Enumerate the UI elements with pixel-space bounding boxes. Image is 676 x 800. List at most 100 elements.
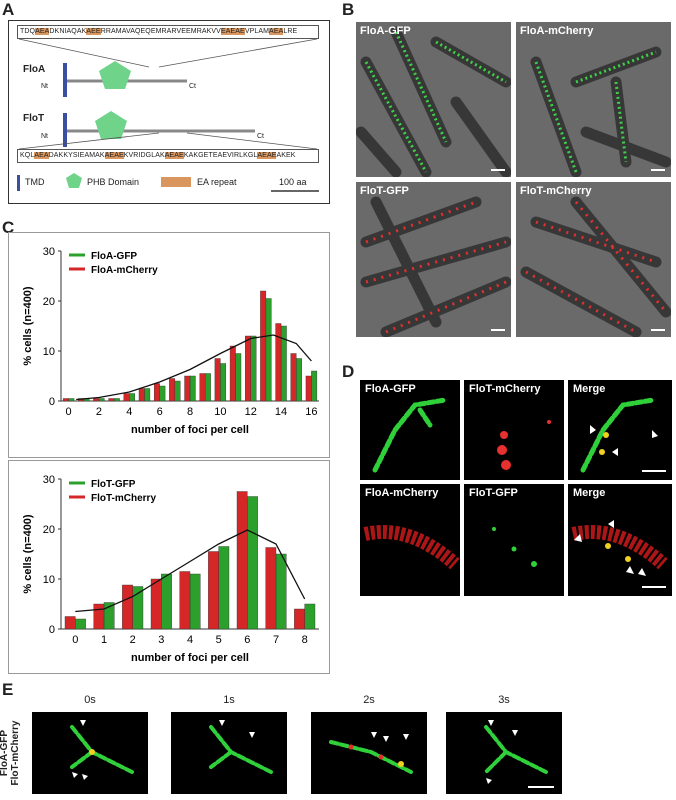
trend-line xyxy=(75,529,306,613)
legend-tmd-label: TMD xyxy=(25,177,45,187)
x-tick-label: 14 xyxy=(275,406,287,418)
floa-label: FloA xyxy=(23,64,46,75)
bar-FloA-GFP-0 xyxy=(68,398,75,402)
e-frame-2s xyxy=(311,712,427,794)
d-flot-gfp: FloT-GFP xyxy=(464,484,564,596)
bar-FloA-mCherry-2 xyxy=(93,398,100,402)
seq-bottom-box: KQLAEADAKKYSIEAMAKAEAEKVRIDGLAKAEAEKAKGE… xyxy=(17,149,319,163)
micrograph-floa-mcherry: FloA-mCherry xyxy=(516,22,671,177)
label-floa-gfp: FloA-GFP xyxy=(360,25,411,37)
x-tick-label: 2 xyxy=(130,634,136,646)
x-tick-label: 10 xyxy=(214,406,226,418)
bar-FloA-GFP-11 xyxy=(235,353,242,402)
d-label-floa-mcherry: FloA-mCherry xyxy=(365,487,439,499)
bar-FloT-mCherry-0 xyxy=(64,616,76,630)
d-floa-mcherry: FloA-mCherry xyxy=(360,484,460,596)
x-tick-label: 0 xyxy=(66,406,72,418)
d-floa-gfp: FloA-GFP xyxy=(360,380,460,480)
flot-phb-pentagon xyxy=(95,111,127,139)
bar-FloA-mCherry-15 xyxy=(290,353,297,402)
seq-top: TDQAEADKNIAQAKAEERRAMAVAQEQEMRARVEEMRAKV… xyxy=(20,28,298,35)
bar-FloA-mCherry-4 xyxy=(123,393,130,402)
bar-FloA-mCherry-0 xyxy=(62,398,69,402)
floa-tmd-bar xyxy=(63,63,67,97)
bar-FloT-mCherry-5 xyxy=(208,551,219,630)
scale-bar-b1 xyxy=(491,169,505,171)
e-time-0: 0s xyxy=(84,694,96,706)
bar-FloT-GFP-5 xyxy=(218,546,230,630)
x-tick-label: 2 xyxy=(96,406,102,418)
bar-FloA-mCherry-3 xyxy=(108,398,115,402)
bar-FloA-mCherry-8 xyxy=(184,375,191,402)
x-axis-label: number of foci per cell xyxy=(131,424,249,436)
x-tick-label: 4 xyxy=(187,634,193,646)
seq-top-box: TDQAEADKNIAQAKAEERRAMAVAQEQEMRARVEEMRAKV… xyxy=(17,25,319,39)
bar-FloA-mCherry-16 xyxy=(305,375,312,402)
bar-FloT-mCherry-4 xyxy=(179,571,191,630)
d-label-flot-mcherry: FloT-mCherry xyxy=(469,383,541,395)
bar-FloT-mCherry-1 xyxy=(93,603,105,630)
floa-phb-pentagon xyxy=(99,61,131,89)
x-tick-label: 12 xyxy=(245,406,257,418)
scale-bar-b2 xyxy=(651,169,665,171)
chart-floa-foci: 0 10 20 30 0 2 4 6 8 10 12 14 16 number of foci per c… xyxy=(22,246,319,436)
micrograph-floa-gfp: FloA-GFP xyxy=(356,22,511,177)
panel-a-box: TDQAEADKNIAQAKAEERRAMAVAQEQEMRARVEEMRAKV… xyxy=(8,20,330,204)
seq-bottom: KQLAEADAKKYSIEAMAKAEAEKVRIDGLAKAEAEKAKGE… xyxy=(20,152,296,159)
panel-label-e: E xyxy=(2,680,14,699)
e-side-label: FloA-GFP FloT-mCherry xyxy=(0,712,21,792)
bar-FloA-GFP-14 xyxy=(280,325,287,402)
bar-FloT-mCherry-8 xyxy=(294,608,305,630)
trend-line xyxy=(76,334,312,401)
y-axis-label: % cells (n=400) xyxy=(22,286,34,366)
x-tick-label: 1 xyxy=(101,634,107,646)
x-tick-label: 3 xyxy=(158,634,164,646)
bar-FloT-GFP-6 xyxy=(247,496,258,630)
x-tick-label: 0 xyxy=(72,634,78,646)
legend-ea-swatch xyxy=(161,177,191,187)
label-flot-mcherry: FloT-mCherry xyxy=(520,185,592,197)
panel-label-d: D xyxy=(342,362,355,381)
chart-box-1: 0 10 20 30 0 2 4 6 8 10 12 14 16 number of foci per c… xyxy=(8,232,330,458)
x-axis-label: number of foci per cell xyxy=(131,652,249,664)
bar-FloT-mCherry-7 xyxy=(265,547,277,630)
x-tick-label: 8 xyxy=(302,634,308,646)
y-tick-label: 30 xyxy=(43,246,55,258)
bar-FloT-GFP-7 xyxy=(275,553,287,630)
legend-ea-label: EA repeat xyxy=(197,177,237,187)
bar-FloT-mCherry-6 xyxy=(236,491,248,630)
bar-FloA-GFP-13 xyxy=(265,298,272,402)
bar-FloA-mCherry-11 xyxy=(229,345,236,402)
d-label-floa-gfp: FloA-GFP xyxy=(365,383,416,395)
d-scale-bar-1 xyxy=(642,470,666,472)
floa-ct: Ct xyxy=(189,83,196,90)
bar-FloT-GFP-8 xyxy=(304,603,316,630)
bar-FloA-GFP-5 xyxy=(144,388,151,402)
y-tick-label: 20 xyxy=(43,524,55,536)
x-tick-label: 5 xyxy=(216,634,222,646)
y-tick-label: 30 xyxy=(43,474,55,486)
d-label-flot-gfp: FloT-GFP xyxy=(469,487,518,499)
micrograph-flot-mcherry: FloT-mCherry xyxy=(516,182,671,337)
flot-label: FloT xyxy=(23,113,45,124)
flot-ct: Ct xyxy=(257,133,264,140)
d-merge-1: Merge xyxy=(568,380,672,480)
bar-FloA-GFP-12 xyxy=(250,335,257,402)
y-tick-label: 0 xyxy=(49,624,55,636)
y-tick-label: 10 xyxy=(43,574,55,586)
y-tick-label: 20 xyxy=(43,296,55,308)
label-flot-gfp: FloT-GFP xyxy=(360,185,409,197)
e-frame-3s xyxy=(446,712,562,794)
y-tick-label: 10 xyxy=(43,346,55,358)
bar-FloA-GFP-7 xyxy=(174,380,181,402)
bar-FloA-GFP-4 xyxy=(129,393,135,402)
d-merge-2: Merge xyxy=(568,484,672,596)
bar-FloA-mCherry-7 xyxy=(169,378,176,402)
x-tick-label: 6 xyxy=(244,634,250,646)
bar-FloA-GFP-2 xyxy=(98,398,105,402)
e-time-3: 3s xyxy=(498,694,510,706)
bar-FloA-GFP-16 xyxy=(311,370,318,402)
bar-FloA-mCherry-10 xyxy=(214,358,221,402)
y-axis-label: % cells (n=400) xyxy=(22,514,34,594)
e-frame-0s xyxy=(32,712,148,794)
